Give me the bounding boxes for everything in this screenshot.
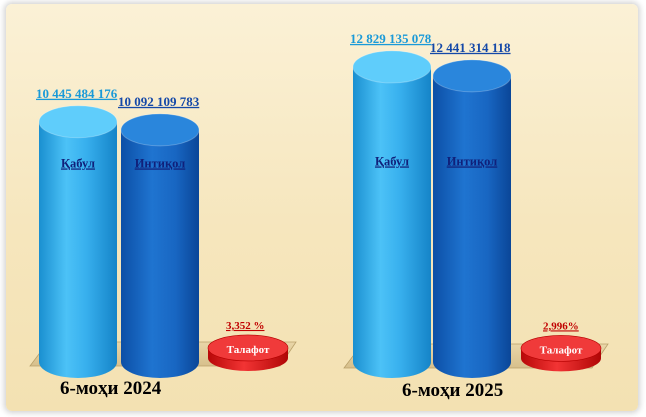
loss-bar-label: Талафот — [227, 344, 270, 356]
bar-top — [432, 59, 512, 93]
bar-label: Интиқол — [447, 154, 498, 168]
bar-body — [39, 121, 117, 379]
bar-label: Қабул — [61, 156, 95, 170]
loss-bar-top — [520, 335, 602, 362]
bar-top — [352, 50, 432, 84]
bar-label: Интиқол — [135, 156, 186, 170]
bar-body — [121, 129, 199, 378]
category-label: 6-моҳи 2025 — [402, 380, 503, 401]
value-label: 12 441 314 118 — [430, 40, 511, 55]
category-label: 6-моҳи 2024 — [60, 378, 162, 399]
value-label: 10 092 109 783 — [118, 94, 200, 109]
loss-bar-label: Талафот — [540, 344, 583, 356]
loss-value-label: 3,352 % — [226, 320, 265, 332]
bar-top — [38, 105, 118, 139]
bar-label: Қабул — [375, 154, 409, 168]
bar-top — [120, 113, 200, 147]
value-label: 12 829 135 078 — [350, 31, 432, 46]
value-label: 10 445 484 176 — [36, 86, 118, 101]
bar-body — [433, 75, 511, 378]
loss-value-label: 2,996% — [543, 320, 579, 332]
loss-bar-top — [207, 334, 289, 362]
bar-body — [353, 66, 431, 378]
